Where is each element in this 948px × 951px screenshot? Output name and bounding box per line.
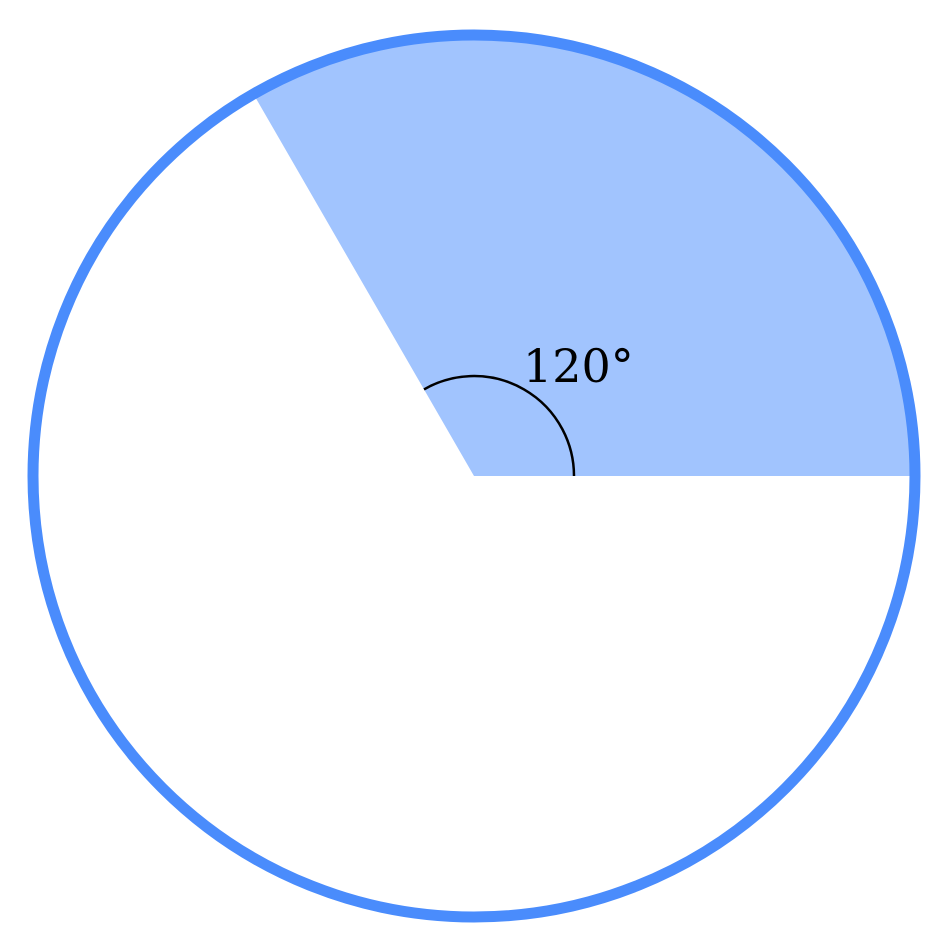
angle-arc bbox=[423, 374, 576, 477]
angle-label: 120° bbox=[523, 339, 634, 393]
shaded-sector bbox=[253, 34, 915, 476]
circle-outline bbox=[27, 29, 921, 923]
